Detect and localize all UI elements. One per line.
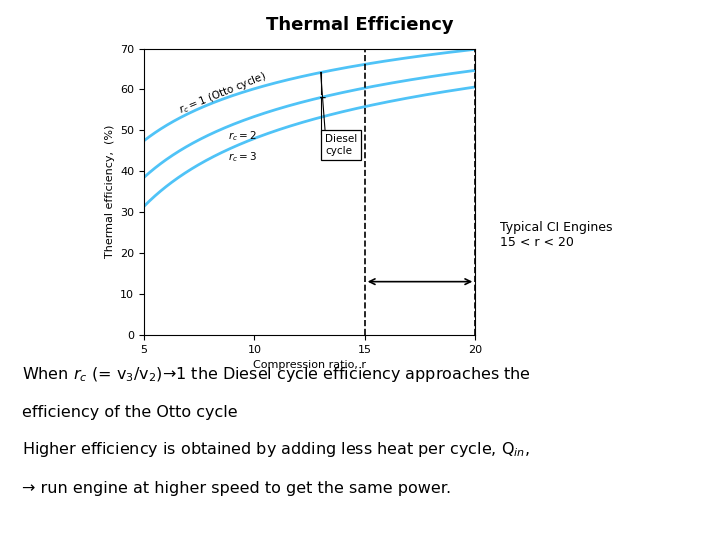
Text: When $r_c$ (= v$_3$/v$_2$)→1 the Diesel cycle efficiency approaches the: When $r_c$ (= v$_3$/v$_2$)→1 the Diesel … xyxy=(22,364,531,383)
Text: Typical CI Engines
15 < r < 20: Typical CI Engines 15 < r < 20 xyxy=(500,221,613,249)
Text: → run engine at higher speed to get the same power.: → run engine at higher speed to get the … xyxy=(22,481,451,496)
X-axis label: Compression ratio, r: Compression ratio, r xyxy=(253,360,366,370)
Text: $r_c = 1$ (Otto cycle): $r_c = 1$ (Otto cycle) xyxy=(177,69,269,117)
Text: Thermal Efficiency: Thermal Efficiency xyxy=(266,16,454,34)
Text: $r_c = 3$: $r_c = 3$ xyxy=(228,150,257,164)
Text: Higher efficiency is obtained by adding less heat per cycle, Q$_{in}$,: Higher efficiency is obtained by adding … xyxy=(22,440,529,459)
Y-axis label: Thermal efficiency,  (%): Thermal efficiency, (%) xyxy=(104,125,114,258)
Text: efficiency of the Otto cycle: efficiency of the Otto cycle xyxy=(22,405,237,420)
Text: Diesel
cycle: Diesel cycle xyxy=(325,134,357,156)
Text: $r_c = 2$: $r_c = 2$ xyxy=(228,129,257,143)
